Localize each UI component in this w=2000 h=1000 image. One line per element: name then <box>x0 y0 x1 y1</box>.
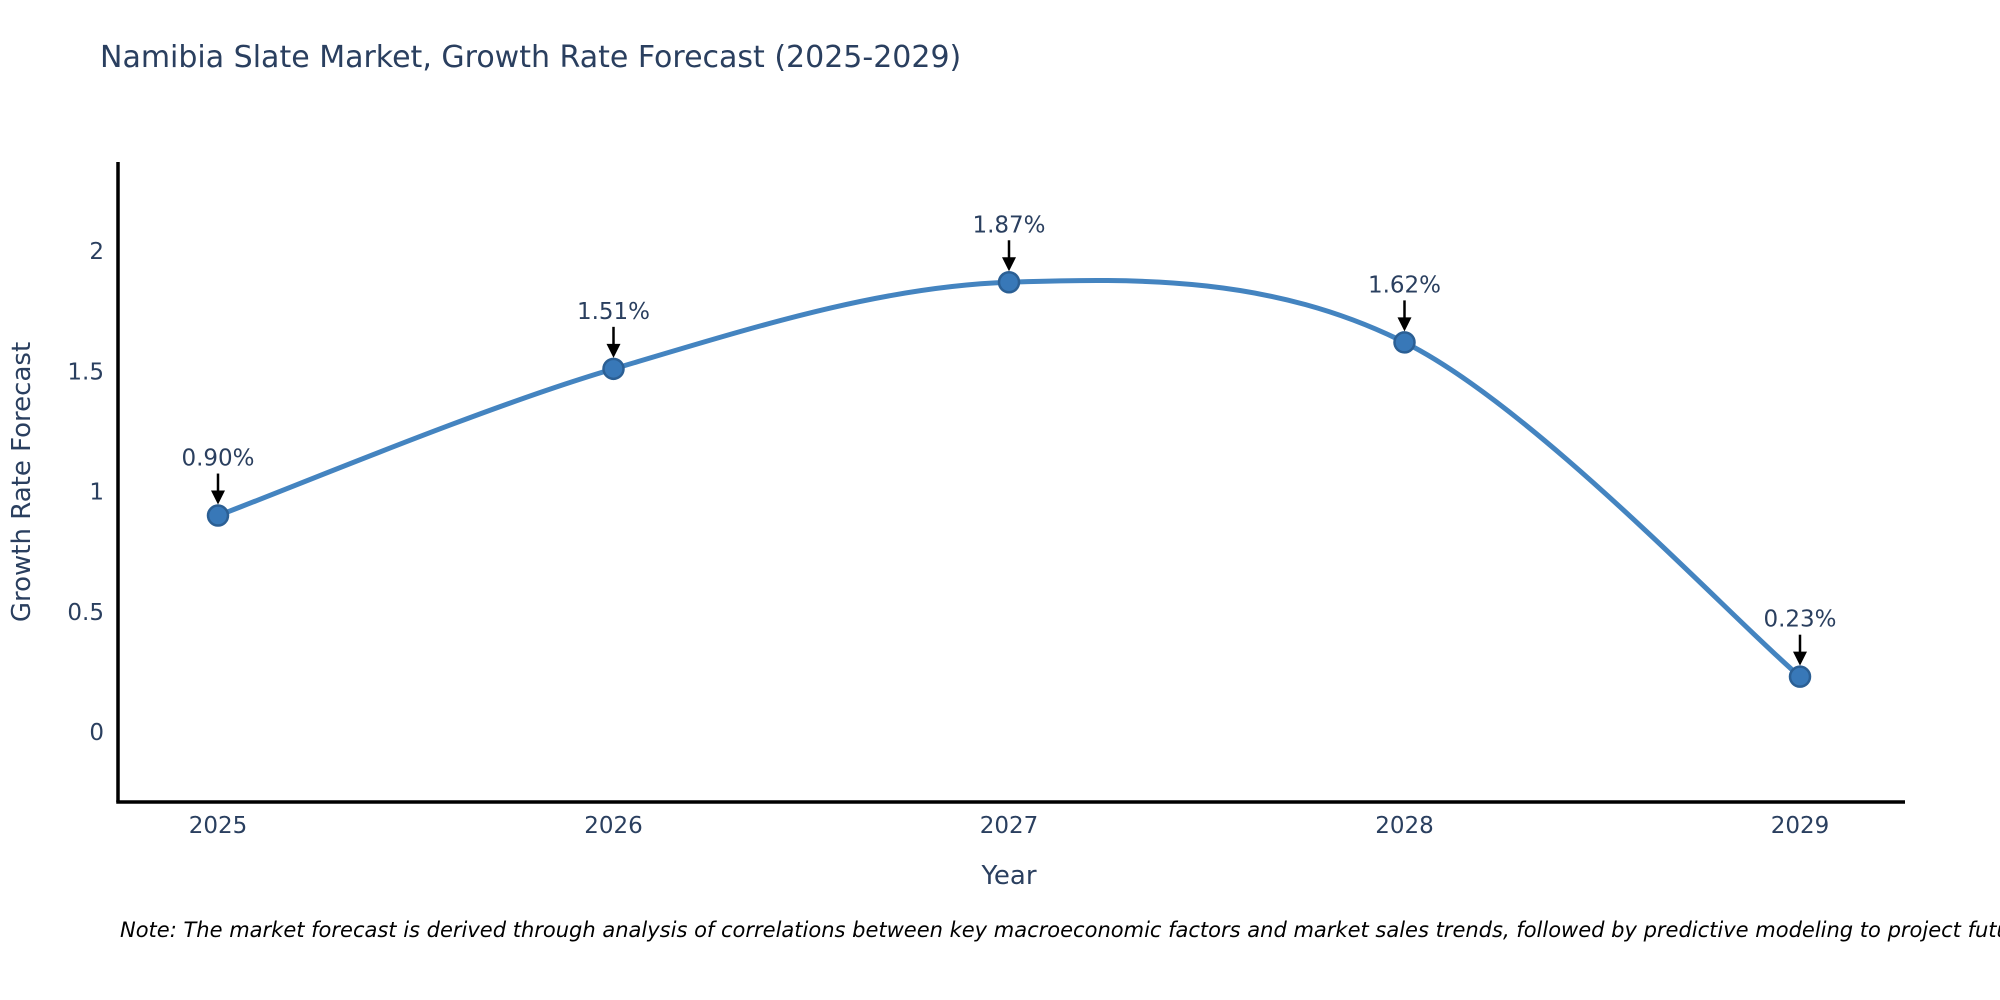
x-tick-label: 2029 <box>1771 813 1830 839</box>
x-tick-label: 2026 <box>584 813 643 839</box>
annotation-arrowhead <box>1793 651 1807 666</box>
data-point-marker <box>206 504 230 527</box>
annotation-arrowhead <box>1002 257 1016 272</box>
data-point-marker <box>1788 665 1812 688</box>
trend-line <box>215 278 1803 680</box>
data-point-marker <box>997 271 1021 294</box>
y-tick-label: 2 <box>89 239 104 265</box>
x-tick-label: 2025 <box>189 813 248 839</box>
annotation-arrowhead <box>1397 317 1412 332</box>
y-tick-label: 1 <box>89 480 104 506</box>
data-point-markers <box>206 271 1812 688</box>
x-axis-title: Year <box>980 861 1036 891</box>
x-tick-label: 2028 <box>1375 813 1434 839</box>
y-tick-labels: 0 0.5 1 1.5 2 <box>67 239 104 746</box>
data-point-marker <box>602 357 625 381</box>
annotation-label: 0.23% <box>1763 607 1836 633</box>
annotation-label: 1.51% <box>577 299 650 325</box>
y-axis-title: Growth Rate Forecast <box>7 342 37 622</box>
x-tick-label: 2027 <box>980 813 1039 839</box>
annotation-label: 1.87% <box>972 212 1045 238</box>
data-point-annotations: 0.90% 1.51% 1.87% 1.62% 0.23% <box>181 212 1837 666</box>
data-point-marker <box>1393 331 1416 354</box>
x-tick-labels: 2025 2026 2027 2028 2029 <box>189 813 1830 839</box>
trend-line-group <box>215 278 1803 680</box>
y-tick-label: 1.5 <box>67 359 104 385</box>
annotation-arrowhead <box>211 490 225 505</box>
annotation-label: 1.62% <box>1368 272 1441 298</box>
y-tick-label: 0 <box>89 720 104 746</box>
axes <box>116 162 1905 804</box>
footnote: Note: The market forecast is derived thr… <box>120 918 2000 942</box>
annotation-arrowhead <box>606 343 621 358</box>
chart-title: Namibia Slate Market, Growth Rate Foreca… <box>100 40 962 75</box>
annotation-label: 0.90% <box>181 446 254 472</box>
y-tick-label: 0.5 <box>67 600 104 626</box>
